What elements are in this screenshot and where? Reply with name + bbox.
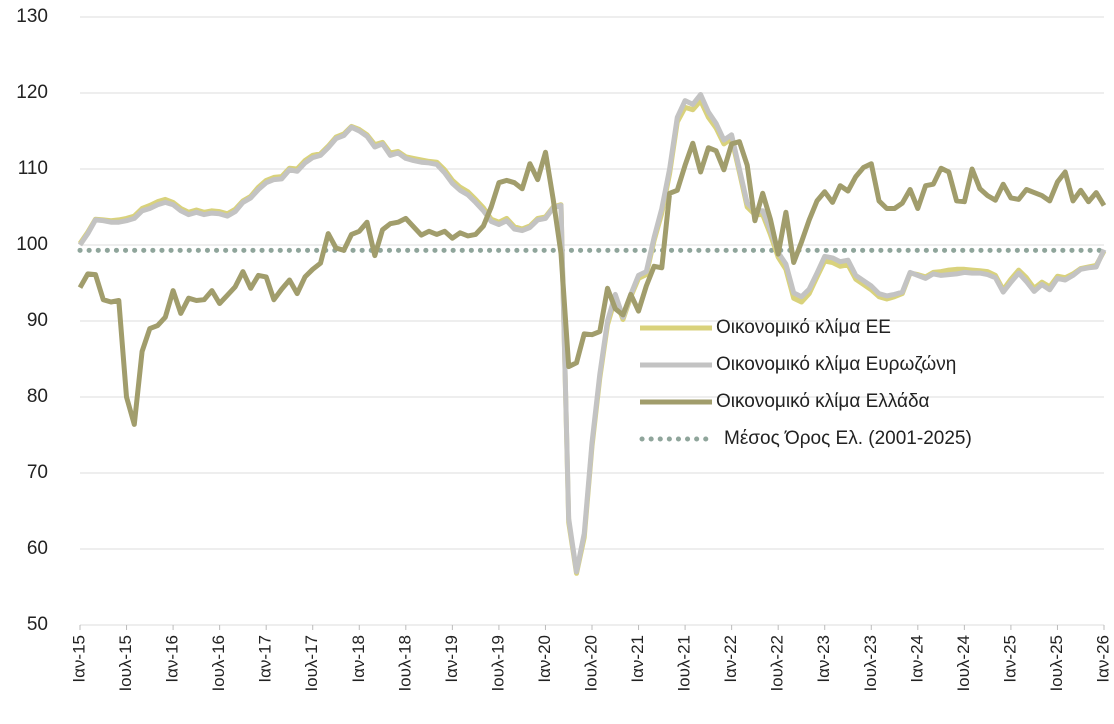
x-tick-label: Ιουλ-23 (861, 635, 880, 692)
y-tick-label: 60 (27, 538, 48, 559)
x-tick-label: Ιουλ-15 (116, 635, 135, 692)
y-tick-label: 70 (27, 462, 48, 483)
legend-label: Οικονομικό κλίμα Ελλάδα (716, 391, 930, 412)
x-tick-label: Ιουλ-20 (581, 635, 600, 692)
x-tick-label: Ιαν-22 (721, 635, 740, 683)
x-tick-label: Ιαν-15 (69, 635, 88, 683)
x-tick-label: Ιαν-25 (1000, 635, 1019, 683)
x-tick-label: Ιαν-18 (349, 635, 368, 683)
x-tick-label: Ιαν-23 (814, 635, 833, 683)
x-tick-label: Ιαν-19 (442, 635, 461, 683)
x-tick-label: Ιουλ-16 (209, 635, 228, 692)
y-tick-label: 110 (18, 158, 48, 179)
legend-label: Οικονομικό κλίμα Ευρωζώνη (716, 354, 956, 375)
x-tick-label: Ιαν-21 (628, 635, 647, 683)
x-tick-label: Ιουλ-18 (395, 635, 414, 692)
x-tick-label: Ιαν-24 (907, 635, 926, 683)
x-tick-label: Ιουλ-21 (675, 635, 694, 692)
y-tick-label: 80 (27, 386, 48, 407)
y-tick-label: 120 (16, 82, 48, 103)
x-tick-label: Ιουλ-24 (954, 635, 973, 692)
y-tick-label: 50 (27, 614, 48, 635)
x-tick-label: Ιαν-20 (535, 635, 554, 683)
series-line (77, 92, 1107, 575)
legend-label: Μέσος Όρος Ελ. (2001-2025) (724, 428, 972, 449)
x-tick-label: Ιουλ-22 (768, 635, 787, 692)
x-tick-label: Ιουλ-25 (1047, 635, 1066, 692)
y-tick-label: 130 (16, 6, 48, 27)
x-tick-label: Ιουλ-19 (488, 635, 507, 692)
x-tick-label: Ιαν-16 (163, 635, 182, 683)
x-tick-label: Ιαν-26 (1093, 635, 1112, 683)
series-line (77, 139, 1107, 427)
x-tick-label: Ιαν-17 (256, 635, 275, 683)
y-tick-label: 90 (27, 310, 48, 331)
legend-label: Οικονομικό κλίμα ΕΕ (716, 317, 891, 338)
x-tick-label: Ιουλ-17 (302, 635, 321, 692)
y-tick-label: 100 (16, 234, 48, 255)
